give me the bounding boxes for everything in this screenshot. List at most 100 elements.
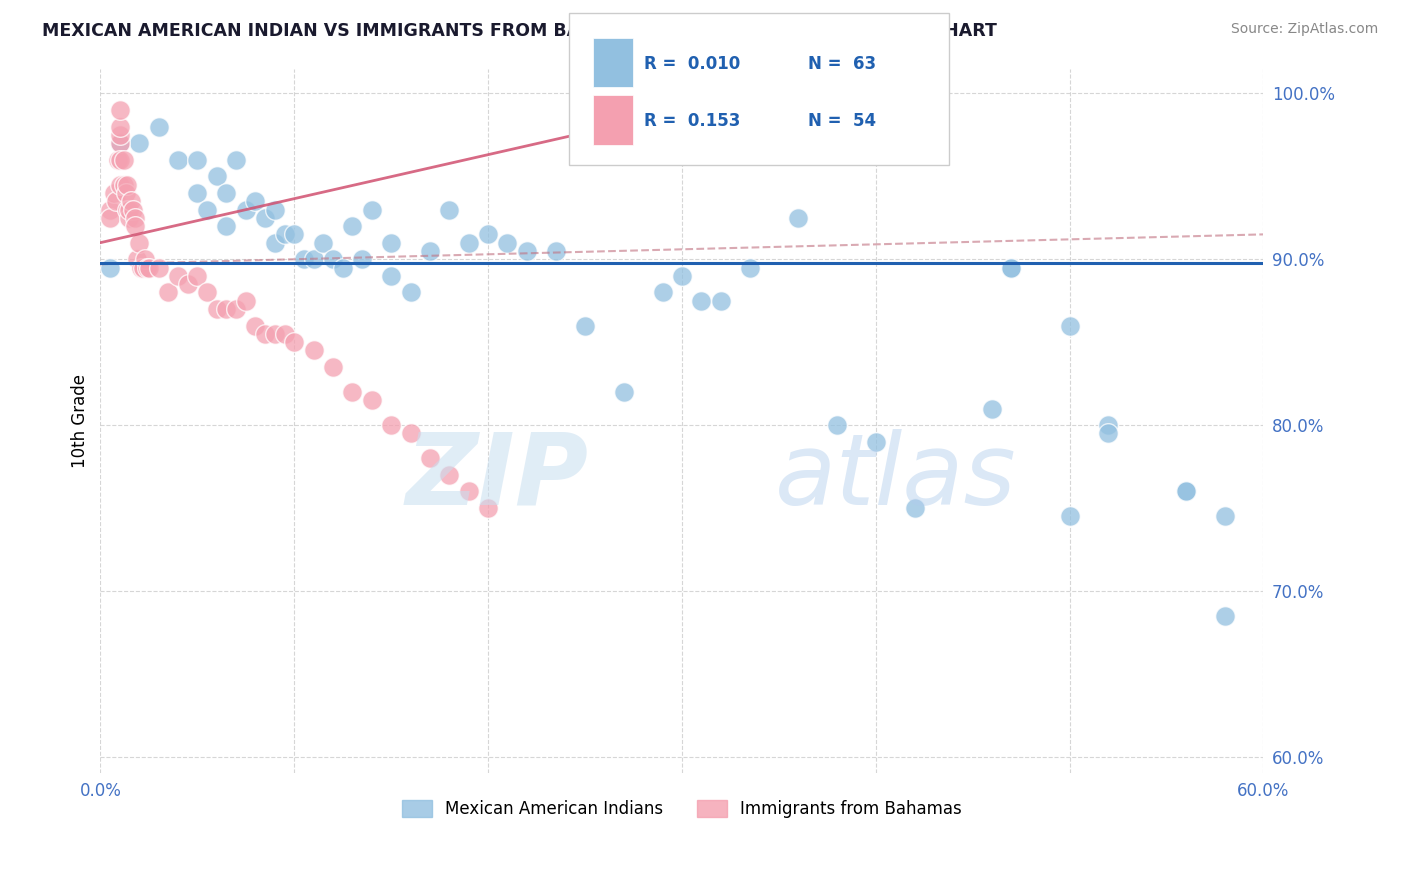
Point [1174,484,1197,499]
Point [112,153,135,167]
Point [108,178,131,192]
Point [574,318,596,333]
Point [613,384,636,399]
Point [263,235,285,250]
Point [235,293,257,308]
Y-axis label: 10th Grade: 10th Grade [72,374,89,468]
Point [439,467,461,482]
Point [129,260,152,275]
Point [108,136,131,150]
Point [117,202,139,217]
Text: N =  63: N = 63 [808,55,876,73]
Point [419,244,441,258]
Point [322,360,344,375]
Point [263,202,285,217]
Point [167,268,190,283]
Point [122,202,145,217]
Point [124,219,146,233]
Point [477,501,499,516]
Point [176,277,198,292]
Point [1213,509,1236,524]
Point [342,384,364,399]
Point [332,260,354,275]
Point [167,153,190,167]
Point [380,418,402,433]
Point [903,501,925,516]
Point [134,252,156,267]
Point [138,260,160,275]
Point [225,153,247,167]
Point [245,194,267,209]
Point [380,235,402,250]
Point [516,244,538,258]
Legend: Mexican American Indians, Immigrants from Bahamas: Mexican American Indians, Immigrants fro… [395,794,969,825]
Point [312,235,335,250]
Point [108,136,131,150]
Point [1059,318,1081,333]
Text: R =  0.010: R = 0.010 [644,55,740,73]
Point [273,326,295,341]
Point [114,186,136,200]
Point [104,194,127,209]
Point [108,153,131,167]
Point [690,293,713,308]
Point [439,202,461,217]
Point [671,268,693,283]
Point [186,268,208,283]
Point [710,293,733,308]
Point [205,301,228,316]
Point [225,301,247,316]
Point [1097,426,1119,441]
Point [825,418,848,433]
Point [245,318,267,333]
Point [322,252,344,267]
Point [118,202,141,217]
Point [195,202,218,217]
Point [399,426,422,441]
Text: R =  0.153: R = 0.153 [644,112,741,130]
Point [120,194,142,209]
Point [254,211,277,225]
Point [128,235,150,250]
Point [235,202,257,217]
Point [865,434,887,449]
Point [157,285,180,300]
Point [457,484,479,499]
Point [302,252,325,267]
Point [98,211,121,225]
Point [651,285,673,300]
Point [273,227,295,242]
Point [380,268,402,283]
Point [342,219,364,233]
Point [108,128,131,142]
Text: atlas: atlas [775,429,1017,526]
Point [108,103,131,117]
Point [108,120,131,134]
Point [98,202,121,217]
Point [135,260,157,275]
Point [1059,509,1081,524]
Point [787,211,810,225]
Point [186,186,208,200]
Point [360,202,382,217]
Point [124,211,146,225]
Text: ZIP: ZIP [406,429,589,526]
Text: N =  54: N = 54 [808,112,876,130]
Point [399,285,422,300]
Point [254,326,277,341]
Point [1174,484,1197,499]
Point [263,326,285,341]
Point [103,186,125,200]
Text: MEXICAN AMERICAN INDIAN VS IMMIGRANTS FROM BAHAMAS 10TH GRADE CORRELATION CHART: MEXICAN AMERICAN INDIAN VS IMMIGRANTS FR… [42,22,997,40]
Point [148,120,170,134]
Point [132,260,155,275]
Point [1000,260,1022,275]
Point [292,252,315,267]
Point [215,301,238,316]
Point [496,235,519,250]
Point [283,335,305,350]
Point [544,244,567,258]
Point [302,343,325,358]
Point [215,219,238,233]
Point [350,252,373,267]
